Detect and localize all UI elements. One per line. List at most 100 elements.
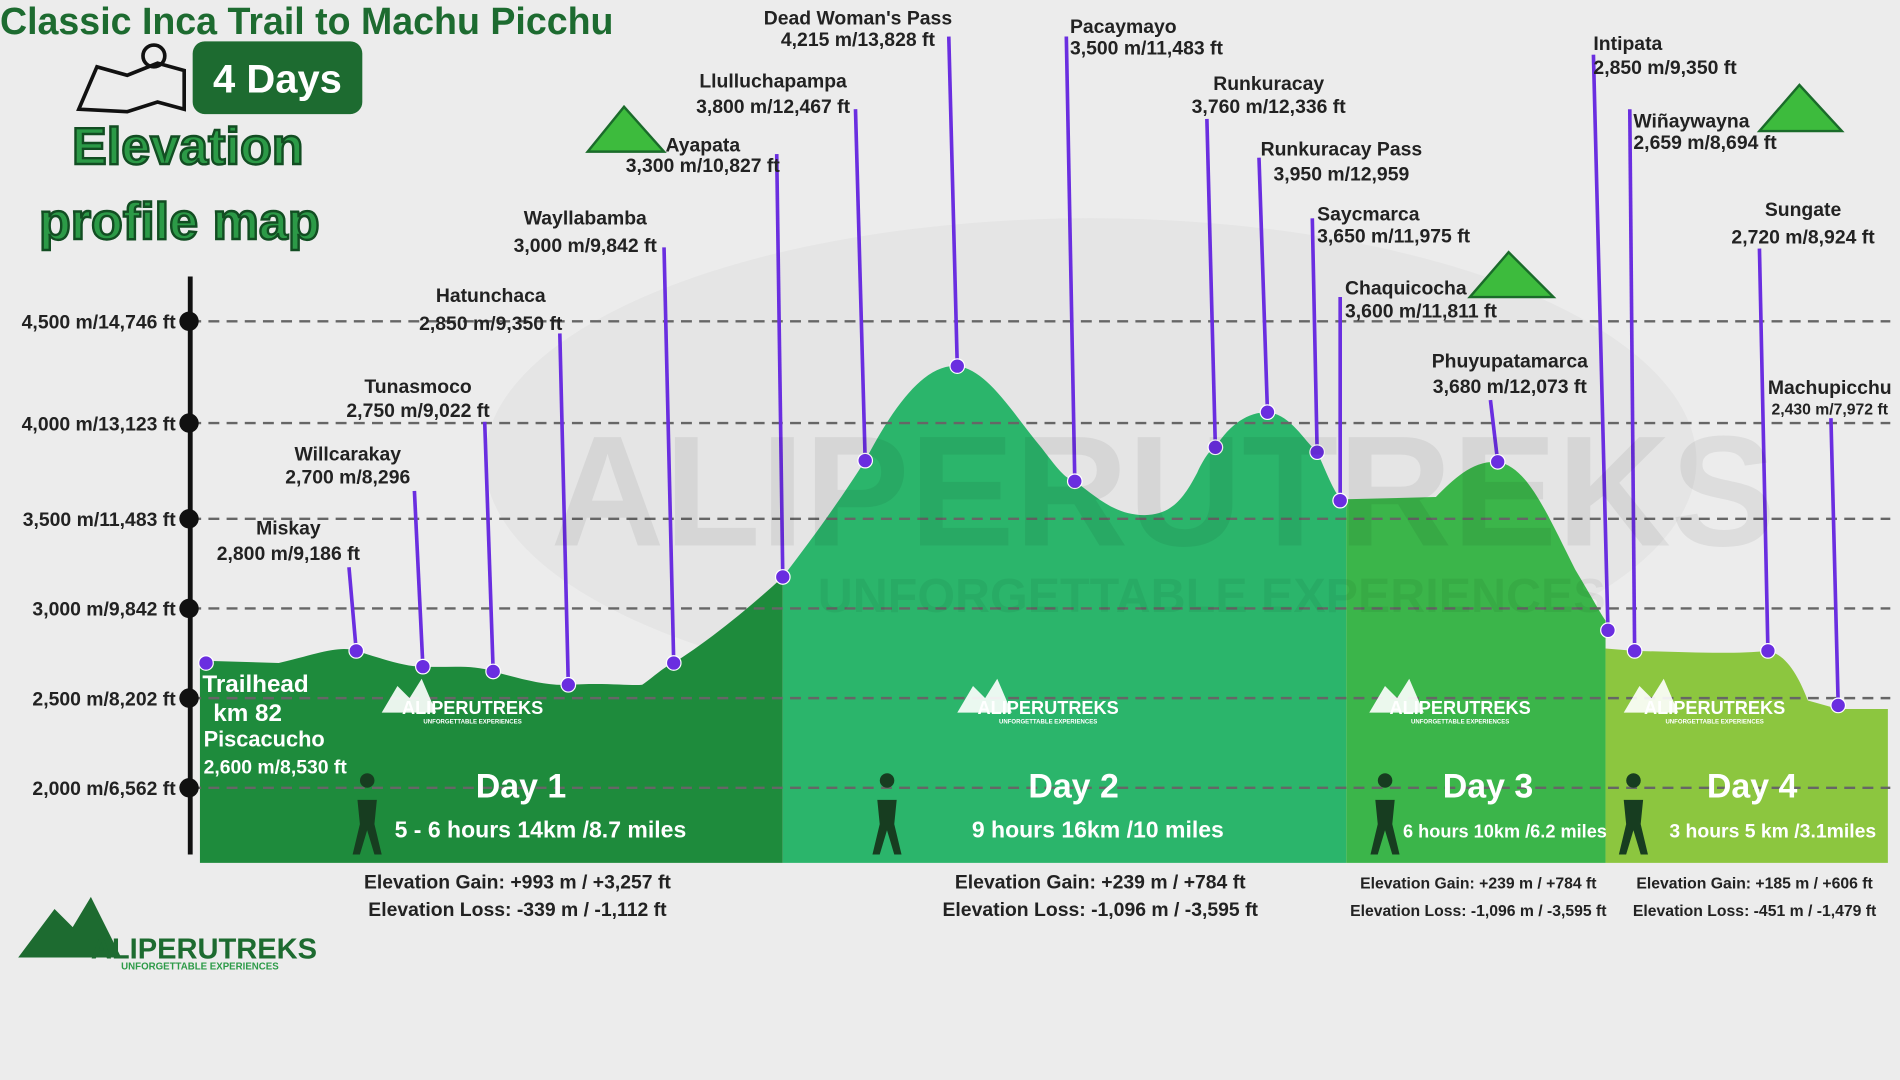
tent [1756,83,1845,133]
day-label: Day 4 [1707,767,1798,805]
logo-brand: ALIPERUTREKS [978,698,1119,718]
waypoint-name: Saycmarca [1317,204,1420,226]
waypoint-elevation: 3,000 m/9,842 ft [514,235,658,257]
waypoint-name: Intipata [1593,33,1662,55]
waypoint-dot [485,663,502,680]
connector [1064,36,1077,482]
waypoint-elevation: 2,720 m/8,924 ft [1731,227,1875,249]
badge: 4 Days [213,57,342,101]
waypoint-name: Llulluchapampa [699,70,847,92]
axis-dot [179,688,199,708]
trailhead-text: km 82 [213,700,282,727]
waypoint-name: Runkuracay Pass [1261,138,1423,160]
tents [585,83,1845,299]
axis-label: 4,500 m/14,746 ft [22,312,177,334]
waypoint-elevation: 3,650 m/11,975 ft [1317,226,1471,248]
waypoint-dot [1626,642,1643,659]
waypoint-name: Sungate [1765,199,1842,221]
waypoint-elevation: 3,680 m/12,073 ft [1433,376,1588,398]
logo-mark [1369,678,1424,713]
waypoint-dot [1489,453,1506,470]
elevation-loss: Elevation Loss: -451 m / -1,479 ft [1633,903,1877,920]
waypoint-dot [1760,642,1776,659]
logo-mark [1623,678,1679,713]
waypoint-name: Machupicchu [1768,377,1892,399]
connector [1257,157,1270,413]
axis-dot [179,413,199,433]
waypoint-elevation: 2,850 m/9,350 ft [419,313,563,335]
connector [662,247,676,664]
axis-label: 3,500 m/11,483 ft [23,509,177,531]
waypoint-elevation: 2,850 m/9,350 ft [1593,57,1737,79]
logo-brand: ALIPERUTREKS [402,698,543,718]
axis-dot [179,598,199,619]
axis-label: 2,000 m/6,562 ft [32,778,176,800]
tagline: UNFORGETTABLE EXPERIENCES [121,962,279,973]
logo-mark [957,678,1012,713]
waypoint-name: Wayllabamba [524,207,647,229]
axis-label: 3,000 m/9,842 ft [32,599,176,621]
subtitle: profile map [39,193,320,251]
trailhead-text: 2,600 m/8,530 ft [204,756,348,778]
connector [946,36,960,367]
waypoint-elevation: 2,800 m/9,186 ft [217,543,361,565]
connector [482,421,495,672]
waypoint-elevation: 2,659 m/8,694 ft [1633,132,1777,154]
elevation-gain: Elevation Gain: +239 m / +784 ft [1360,875,1597,892]
logo-tagline: UNFORGETTABLE EXPERIENCES [423,720,521,726]
waypoint-elevation: 2,750 m/9,022 ft [346,400,490,422]
day-label: Day 2 [1028,767,1118,805]
connector [1591,54,1610,631]
footer-logo: ALIPERUTREKS UNFORGETTABLE EXPERIENCES [18,896,317,973]
day-duration: 9 hours 16km /10 miles [972,816,1224,842]
waypoint-elevation: 3,800 m/12,467 ft [696,96,851,118]
elevation-loss: Elevation Loss: -339 m / -1,112 ft [368,899,667,921]
logo-brand: ALIPERUTREKS [1644,698,1785,718]
waypoint-elevation: 3,760 m/12,336 ft [1192,96,1347,118]
waypoint-name: Dead Woman's Pass [764,7,952,29]
connector [1310,218,1319,453]
waypoint-dot [1600,622,1616,639]
connector [1488,399,1500,463]
waypoint-elevation: 3,600 m/11,811 ft [1345,301,1497,323]
hiker-icon [1618,773,1648,855]
waypoint-name: Chaquicocha [1345,278,1467,300]
axis-dot [179,509,199,529]
connector [853,109,867,461]
waypoint-elevation: 2,430 m/7,972 ft [1771,402,1888,419]
waypoint-dot [665,655,682,671]
connector [1627,109,1637,651]
waypoint-name: Runkuracay [1213,73,1324,95]
connector [1829,418,1841,706]
waypoint-dot [1830,697,1847,714]
waypoint-elevation: 3,500 m/11,483 ft [1070,38,1224,60]
connector [1205,118,1218,448]
day-label: Day 3 [1443,767,1533,805]
waypoint-dot [415,658,431,675]
elevation-loss: Elevation Loss: -1,096 m / -3,595 ft [1350,903,1607,920]
waypoint-name: Tunasmoco [364,376,471,398]
connector [558,333,571,685]
logo-tagline: UNFORGETTABLE EXPERIENCES [999,720,1097,726]
waypoint-name: Willcarakay [295,444,402,466]
logo-tagline: UNFORGETTABLE EXPERIENCES [1411,720,1509,726]
waypoint-dot [774,569,791,585]
waypoint-dot [1207,439,1224,456]
subtitle: Elevation [72,118,304,176]
connector [1757,248,1770,651]
waypoint-elevation: 3,300 m/10,827 ft [626,155,781,177]
waypoint-dot [1066,473,1083,490]
waypoint-name: Ayapata [665,135,740,157]
day-duration: 5 - 6 hours 14km /8.7 miles [395,816,687,842]
tent [1467,250,1557,299]
hiker-icon [872,773,902,855]
title: Classic Inca Trail to Machu Picchu [0,0,613,42]
axis-dot [179,311,199,331]
connector [412,490,425,667]
waypoint-name: Hatunchaca [436,285,546,307]
map-icon [76,43,187,114]
elevation-gain: Elevation Gain: +239 m / +784 ft [955,871,1246,893]
watermark: ALIPERUTREKS [551,403,1776,579]
